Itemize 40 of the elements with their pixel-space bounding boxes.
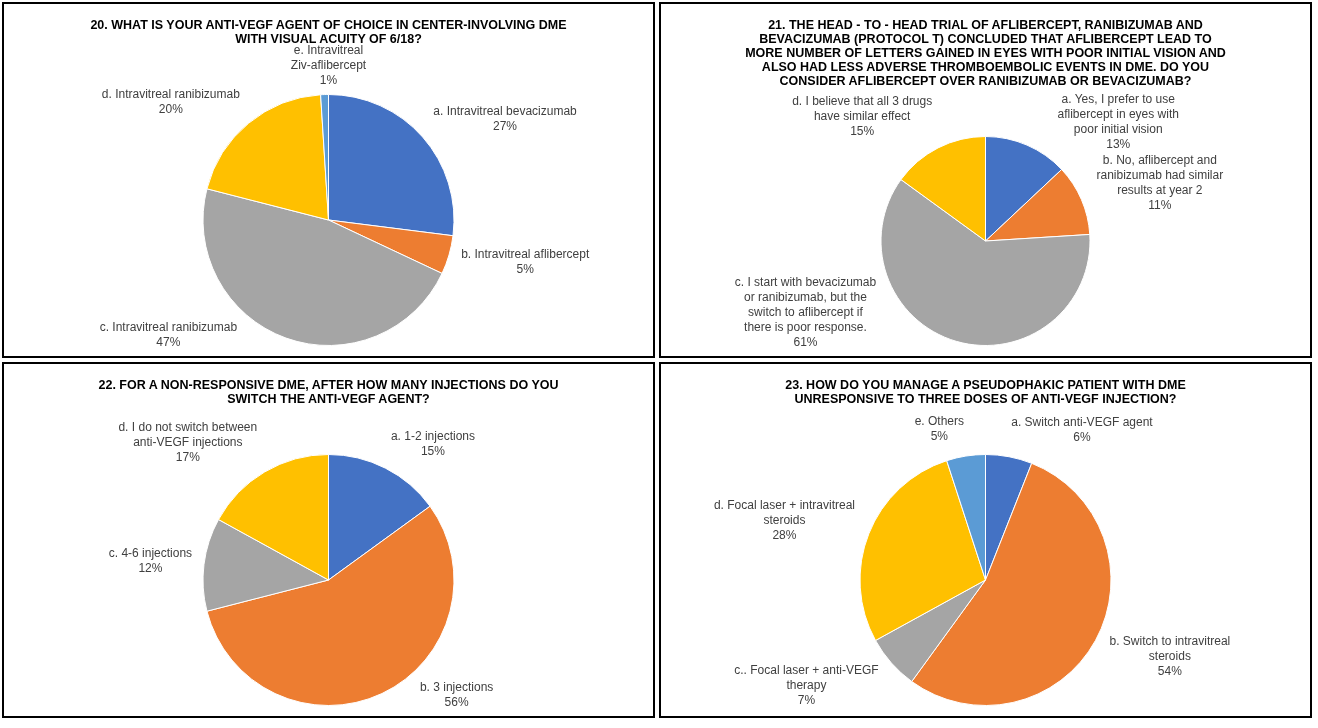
slice-label: d. Focal laser + intravitreal steroids — [713, 498, 855, 528]
data-label: 27% — [493, 118, 518, 133]
slice-label: b. No, aflibercept and ranibizumab had similar results at year 2 — [1096, 152, 1224, 197]
slice-label: b. Switch to intravitreal steroids — [1109, 634, 1231, 664]
slice-label: c. 4-6 injections — [108, 545, 193, 560]
data-label: 6% — [1073, 430, 1091, 445]
data-label: 17% — [175, 449, 201, 464]
chart-title: 22. FOR A NON-RESPONSIVE DME, AFTER HOW MANY INJECTIONS DO YOU SWITCH THE ANTI-VEGF AGENT? — [97, 378, 560, 406]
slice-label: d. I do not switch between anti-VEGF injections — [118, 419, 258, 449]
data-label: 15% — [420, 443, 446, 458]
data-label: 28% — [772, 528, 797, 543]
data-label: 61% — [793, 334, 818, 349]
data-label: 5% — [516, 262, 535, 277]
data-label: 11% — [1148, 197, 1172, 212]
slice-label: c. Intravitreal ranibizumab — [99, 319, 238, 334]
data-label: 1% — [319, 73, 338, 88]
slice-label: b. 3 injections — [419, 679, 494, 694]
data-label: 5% — [930, 429, 949, 444]
slice-label: a. 1-2 injections — [390, 428, 475, 443]
data-label: 15% — [850, 124, 875, 139]
slice-label: e. Intravitreal Ziv-aflibercept — [290, 43, 367, 73]
slice-label: a. Intravitreal bevacizumab — [433, 103, 578, 118]
data-label: 54% — [1157, 664, 1183, 679]
slice-label: e. Others — [914, 414, 964, 429]
slice-label: d. I believe that all 3 drugs have similar effect — [792, 94, 933, 124]
chart-title: 20. WHAT IS YOUR ANTI-VEGF AGENT OF CHOICE IN CENTER-INVOLVING DME WITH VISUAL ACUITY OF 6/18? — [89, 18, 568, 46]
data-label: 7% — [797, 693, 816, 708]
slice-label: c.. Focal laser + anti-VEGF therapy — [734, 663, 879, 693]
slice-label: a. Yes, I prefer to use aflibercept in eyes with poor initial vision — [1057, 91, 1179, 136]
data-label: 12% — [138, 560, 163, 575]
data-label: 56% — [444, 694, 469, 709]
chart-title: 21. THE HEAD - TO - HEAD TRIAL OF AFLIBERCEPT, RANIBIZUMAB AND BEVACIZUMAB (PROTOCOL T) CONCLUDED THAT AFLIBERCEPT LEAD TO MORE NUMBER OF LETTERS GAINED IN EYES WITH POOR INITIAL VISION AND ALSO HAD LESS ADVERSE THROMBOEMBOLIC EVENTS IN DME. DO YOU CONSIDER AFLIBERCEPT OVER RANIBIZUMAB OR BEVACIZUMAB? — [744, 18, 1227, 88]
data-label: 47% — [156, 334, 181, 349]
data-label: 13% — [1106, 136, 1131, 151]
slice-label: a. Switch anti-VEGF agent — [1011, 415, 1154, 430]
data-label: 20% — [158, 102, 184, 117]
slice-label: b. Intravitreal aflibercept — [461, 247, 590, 262]
chart-title: 23. HOW DO YOU MANAGE A PSEUDOPHAKIC PATIENT WITH DME UNRESPONSIVE TO THREE DOSES OF ANTI-VEGF INJECTION? — [784, 378, 1187, 406]
slice-label: c. I start with bevacizumab or ranibizumab, but the switch to aflibercept if there is poor response. — [734, 274, 877, 334]
slice-label: d. Intravitreal ranibizumab — [101, 87, 241, 102]
